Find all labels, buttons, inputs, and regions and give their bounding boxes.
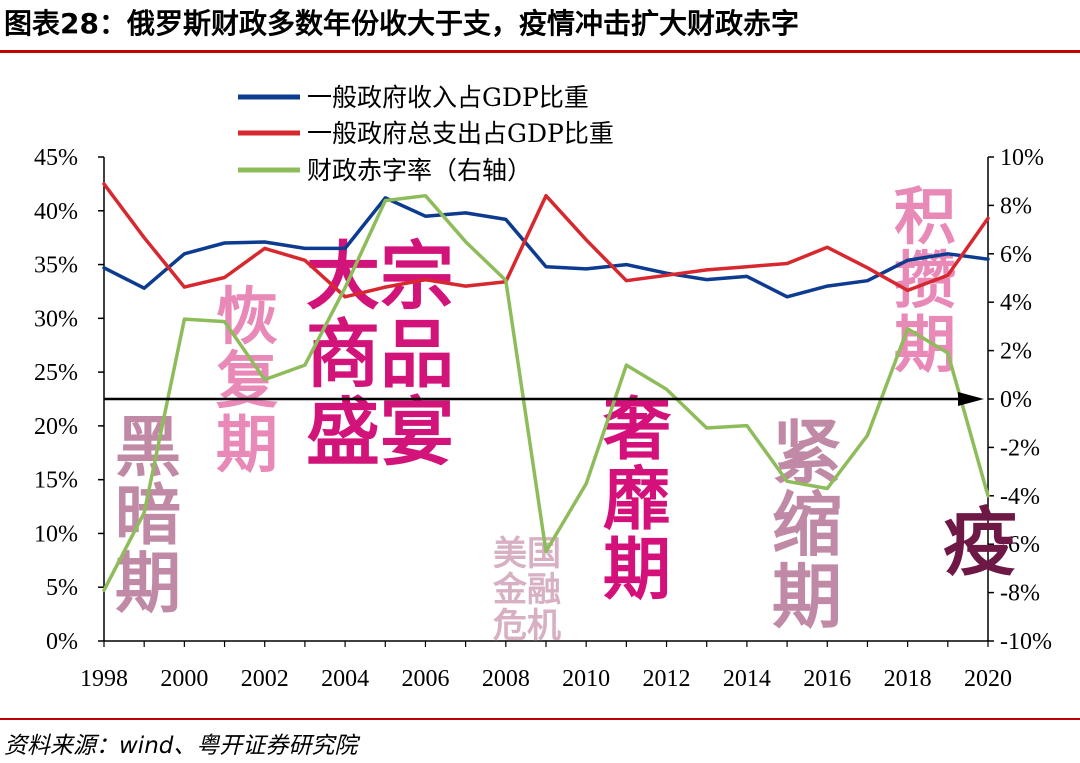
x-tick-label: 2016	[803, 666, 851, 692]
y-left-tick-label: 30%	[34, 306, 78, 332]
y-right-tick-label: -4%	[1000, 484, 1040, 510]
annotation-char: 缩	[772, 484, 842, 566]
y-right-tick-label: 4%	[1000, 290, 1032, 316]
annotation-char: 融	[527, 570, 561, 610]
annotation-char: 机	[527, 606, 561, 646]
zero-line-arrowhead	[958, 392, 984, 406]
annotation-char: 恢	[216, 280, 278, 353]
annotation-char: 危	[493, 606, 527, 646]
annotation-char: 期	[603, 531, 671, 610]
y-left-tick-label: 5%	[46, 575, 78, 601]
annotation-char: 宗	[380, 234, 454, 320]
y-right-tick-label: -6%	[1000, 532, 1040, 558]
y-right-tick-label: -10%	[1000, 629, 1052, 655]
y-right-tick-label: 8%	[1000, 193, 1032, 219]
annotation-char: 黑	[115, 409, 181, 486]
y-left-tick-label: 20%	[34, 414, 78, 440]
series-group	[102, 182, 990, 592]
source-note: 资料来源：wind、粤开证券研究院	[4, 733, 358, 759]
annotation-char: 紧	[772, 412, 842, 494]
page-title: 图表28：俄罗斯财政多数年份收大于支，疫情冲击扩大财政赤字	[4, 7, 799, 40]
annotation-char: 期	[772, 556, 842, 638]
y-right-tick-label: -2%	[1000, 435, 1040, 461]
y-right-tick-label: 0%	[1000, 387, 1032, 413]
x-tick-label: 2010	[562, 666, 610, 692]
y-right-tick-label: 6%	[1000, 242, 1032, 268]
x-tick-label: 2004	[321, 666, 369, 692]
annotation-char: 靡	[603, 461, 671, 540]
title-divider	[0, 50, 1080, 53]
x-tick-label: 2020	[964, 666, 1012, 692]
legend-label-0: 一般政府收入占GDP比重	[307, 83, 589, 112]
x-tick-label: 2008	[482, 666, 530, 692]
annotation-char: 积	[894, 180, 956, 253]
y-right-tick-label: -8%	[1000, 581, 1040, 607]
annotation-char: 美	[493, 534, 527, 574]
y-left-tick-label: 35%	[34, 253, 78, 279]
x-tick-label: 2014	[723, 666, 771, 692]
annotation-char: 品	[380, 312, 454, 398]
y-left-tick-label: 45%	[34, 145, 78, 171]
annotation-char: 疫	[943, 500, 1017, 586]
y-left-tick-label: 15%	[34, 468, 78, 494]
annotation-char: 期	[894, 308, 956, 381]
zero-line-group	[104, 392, 984, 406]
legend-label-2: 财政赤字率（右轴）	[307, 156, 532, 185]
y-left-tick-label: 10%	[34, 521, 78, 547]
y-left-tick-label: 0%	[46, 629, 78, 655]
x-tick-label: 2012	[643, 666, 691, 692]
x-tick-label: 2018	[884, 666, 932, 692]
annotation-char: 商	[306, 312, 380, 398]
annotation-char: 宴	[380, 390, 454, 476]
y-right-tick-label: 10%	[1000, 145, 1044, 171]
x-tick-label: 2000	[160, 666, 208, 692]
x-tick-label: 2002	[241, 666, 289, 692]
annotation-char: 盛	[306, 390, 380, 476]
annotation-char: 期	[115, 545, 181, 622]
axes-group: 45% 40% 35% 30% 25% 20% 15% 10% 5% 0% 10% 8% 6% 4% 2% 0…	[34, 145, 1052, 692]
y-left-tick-label: 25%	[34, 360, 78, 386]
y-right-tick-label: 2%	[1000, 339, 1032, 365]
y-left-tick-label: 40%	[34, 199, 78, 225]
footer-divider	[0, 718, 1080, 720]
annotation-char: 期	[216, 408, 278, 481]
legend-label-1: 一般政府总支出占GDP比重	[307, 119, 614, 148]
annotation-char: 金	[492, 570, 528, 610]
x-tick-label: 2006	[401, 666, 449, 692]
x-tick-label: 1998	[80, 666, 128, 692]
